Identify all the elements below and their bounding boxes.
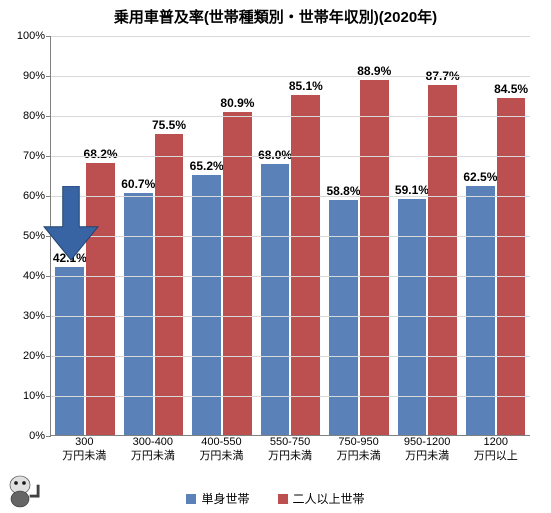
bar-value-label: 84.5%	[494, 82, 528, 98]
x-tick-label: 750-950万円未満	[324, 436, 393, 464]
y-tick-label: 0%	[29, 430, 51, 442]
chart-container: 乗用車普及率(世帯種類別・世帯年収別)(2020年) 42.1%68.2%60.…	[0, 0, 551, 513]
grid-line	[51, 196, 530, 197]
bar-value-label: 65.2%	[190, 159, 224, 175]
legend-item: 二人以上世帯	[278, 490, 365, 507]
legend-swatch	[186, 494, 196, 504]
y-tick-label: 60%	[23, 190, 51, 202]
y-tick-label: 20%	[23, 350, 51, 362]
grid-line	[51, 276, 530, 277]
x-axis-labels: 300万円未満300-400万円未満400-550万円未満550-750万円未満…	[50, 436, 530, 464]
bar: 42.1%	[55, 267, 84, 435]
grid-line	[51, 156, 530, 157]
grid-line	[51, 36, 530, 37]
legend-label: 二人以上世帯	[293, 490, 365, 507]
bar: 68.0%	[261, 164, 290, 435]
bar: 75.5%	[155, 134, 184, 435]
y-tick-label: 40%	[23, 270, 51, 282]
bar-value-label: 42.1%	[53, 251, 87, 267]
x-tick-label: 550-750万円未満	[256, 436, 325, 464]
x-tick-label: 950-1200万円未満	[393, 436, 462, 464]
grid-line	[51, 356, 530, 357]
bar: 80.9%	[223, 112, 252, 435]
bar: 68.2%	[86, 163, 115, 435]
bar-value-label: 58.8%	[327, 184, 361, 200]
bar-value-label: 68.2%	[84, 147, 118, 163]
bar: 84.5%	[497, 98, 526, 435]
grid-line	[51, 396, 530, 397]
bar-value-label: 88.9%	[357, 64, 391, 80]
y-tick-label: 90%	[23, 70, 51, 82]
x-tick-label: 400-550万円未満	[187, 436, 256, 464]
x-tick-label: 1200万円以上	[461, 436, 530, 464]
bar-value-label: 60.7%	[121, 177, 155, 193]
grid-line	[51, 236, 530, 237]
bar-value-label: 62.5%	[463, 170, 497, 186]
y-tick-label: 30%	[23, 310, 51, 322]
grid-line	[51, 76, 530, 77]
legend-swatch	[278, 494, 288, 504]
legend-label: 単身世帯	[201, 490, 249, 507]
y-tick-label: 50%	[23, 230, 51, 242]
plot-area: 42.1%68.2%60.7%75.5%65.2%80.9%68.0%85.1%…	[50, 36, 530, 436]
y-tick-label: 100%	[17, 30, 51, 42]
bar: 88.9%	[360, 80, 389, 435]
bar-value-label: 80.9%	[220, 96, 254, 112]
grid-line	[51, 116, 530, 117]
bar: 59.1%	[398, 199, 427, 435]
bar-value-label: 75.5%	[152, 118, 186, 134]
bar: 87.7%	[428, 85, 457, 435]
bar: 85.1%	[291, 95, 320, 435]
bar-value-label: 87.7%	[426, 69, 460, 85]
x-tick-label: 300万円未満	[50, 436, 119, 464]
bar: 62.5%	[466, 186, 495, 435]
y-tick-label: 10%	[23, 390, 51, 402]
chart-title: 乗用車普及率(世帯種類別・世帯年収別)(2020年)	[0, 6, 551, 27]
bar-value-label: 85.1%	[289, 79, 323, 95]
y-tick-label: 70%	[23, 150, 51, 162]
grid-line	[51, 316, 530, 317]
x-tick-label: 300-400万円未満	[119, 436, 188, 464]
y-tick-label: 80%	[23, 110, 51, 122]
legend: 単身世帯 二人以上世帯	[0, 490, 551, 507]
legend-item: 単身世帯	[186, 490, 249, 507]
mascot-icon	[2, 471, 42, 511]
bar: 60.7%	[124, 193, 153, 435]
